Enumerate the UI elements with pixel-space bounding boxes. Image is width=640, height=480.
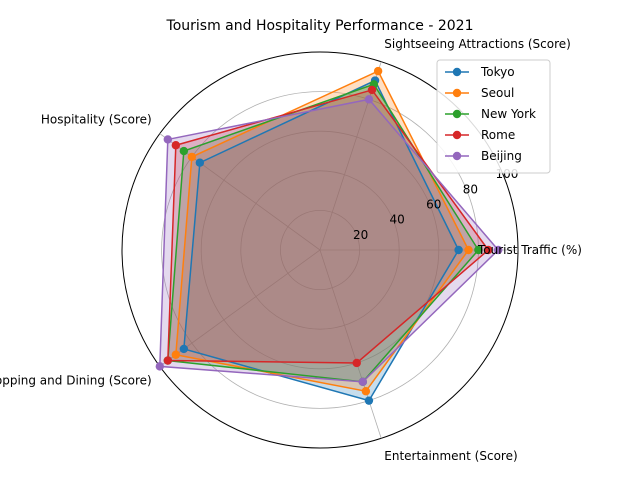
data-point xyxy=(484,245,493,255)
axis-spoke xyxy=(319,249,382,439)
legend-marker xyxy=(452,130,462,140)
data-point xyxy=(195,158,205,167)
legend-entry: Rome xyxy=(445,128,515,142)
data-point xyxy=(358,377,368,387)
data-point xyxy=(364,95,374,104)
axis-labels: Tourist Traffic (%) Sightseeing Attractio… xyxy=(0,37,582,463)
category-label: Tourist Traffic (%) xyxy=(477,243,582,257)
data-point xyxy=(171,141,181,150)
series-fill xyxy=(167,89,489,363)
legend-label: Seoul xyxy=(481,86,514,100)
series-line xyxy=(175,70,470,393)
data-point xyxy=(155,362,165,371)
data-point xyxy=(454,245,463,255)
data-point xyxy=(163,135,173,144)
data-point xyxy=(373,66,383,76)
series-fill xyxy=(183,80,459,401)
series-fill xyxy=(159,99,499,382)
chart-title: Tourism and Hospitality Performance - 20… xyxy=(166,18,474,34)
legend-entry: Tokyo xyxy=(445,65,515,79)
legend-label: Beijing xyxy=(481,149,522,163)
series-fills xyxy=(159,71,499,401)
series-line xyxy=(159,98,500,383)
legend-marker xyxy=(452,67,462,77)
legend-label: New York xyxy=(481,107,536,121)
data-point xyxy=(179,344,189,354)
data-point xyxy=(474,245,483,255)
data-point xyxy=(364,396,374,405)
category-label: Shopping and Dining (Score) xyxy=(0,373,152,387)
legend-entry: Seoul xyxy=(445,86,514,100)
series-1 xyxy=(171,66,473,396)
data-point xyxy=(179,146,189,156)
radial-tick-label: 60 xyxy=(426,198,441,212)
category-label: Hospitality (Score) xyxy=(41,113,152,127)
series-line xyxy=(167,83,480,383)
data-point xyxy=(352,358,361,368)
data-point xyxy=(361,387,371,396)
series-fill xyxy=(175,71,469,392)
radial-tick-label: 40 xyxy=(390,213,405,227)
category-label: Entertainment (Score) xyxy=(384,449,517,463)
legend-marker xyxy=(452,109,462,119)
data-point xyxy=(464,245,473,255)
data-point xyxy=(367,85,377,95)
data-point xyxy=(494,245,503,255)
data-point xyxy=(171,350,181,359)
legend-entry: New York xyxy=(445,107,536,121)
series-line xyxy=(167,89,490,364)
series-4 xyxy=(155,95,503,387)
series-fill xyxy=(167,84,479,382)
data-point xyxy=(163,356,173,365)
legend-label: Tokyo xyxy=(480,65,515,79)
legend: Tokyo Seoul New York Rome Beijing xyxy=(436,59,551,174)
legend-box xyxy=(436,59,551,174)
legend-entry: Beijing xyxy=(445,149,522,163)
legend-label: Rome xyxy=(481,128,515,142)
radial-tick-label: 80 xyxy=(463,182,478,196)
category-label: Sightseeing Attractions (Score) xyxy=(384,37,571,51)
series-3 xyxy=(163,85,493,368)
series-lines xyxy=(155,66,503,405)
legend-marker xyxy=(452,151,462,161)
data-point xyxy=(187,152,197,162)
legend-marker xyxy=(452,88,462,98)
radial-tick-label: 20 xyxy=(353,228,368,242)
